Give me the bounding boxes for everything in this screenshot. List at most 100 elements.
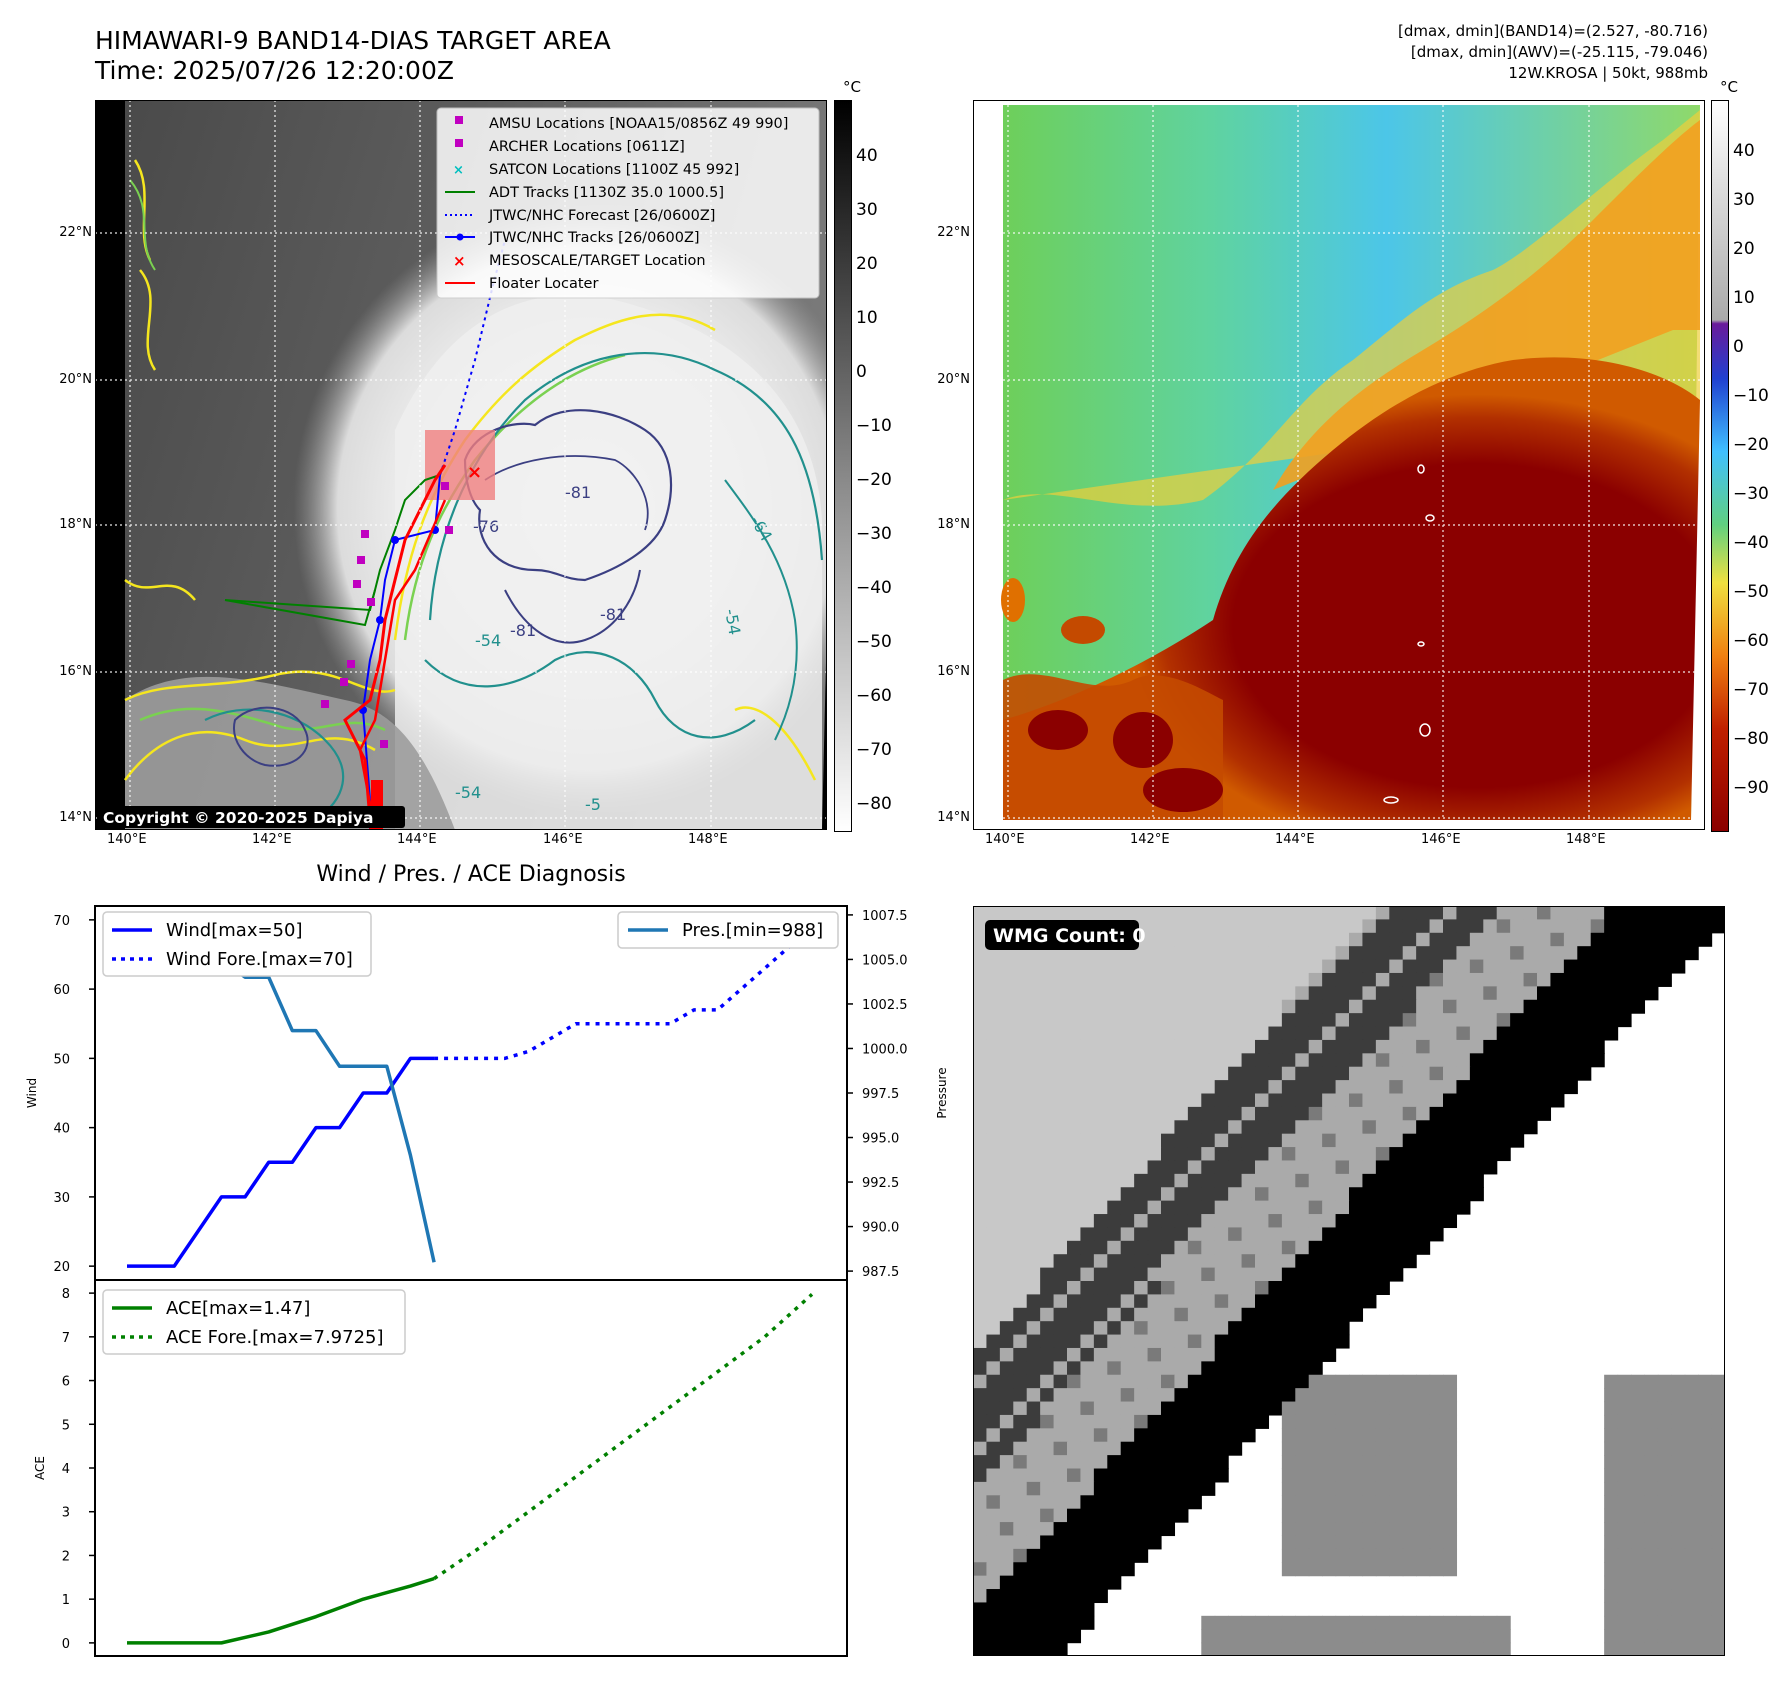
wmg-cell xyxy=(1604,946,1619,961)
wmg-cell xyxy=(1402,1548,1417,1563)
wmg-cell xyxy=(1389,1468,1404,1483)
wmg-cell xyxy=(1657,1642,1672,1656)
wmg-cell xyxy=(1147,1093,1162,1108)
wmg-cell xyxy=(1295,1468,1310,1483)
wmg-cell xyxy=(1375,1187,1390,1202)
wmg-cell xyxy=(1389,1414,1404,1429)
wmg-cell xyxy=(1671,1388,1686,1403)
wmg-cell xyxy=(1228,1441,1243,1456)
wmg-cell xyxy=(1013,1214,1028,1229)
wmg-cell xyxy=(1107,1066,1122,1081)
wmg-cell xyxy=(1053,1615,1068,1630)
wmg-cell xyxy=(1268,1388,1283,1403)
wmg-cell xyxy=(1147,959,1162,974)
wmg-cell xyxy=(1456,1093,1471,1108)
wmg-cell xyxy=(1026,1200,1041,1215)
pressure-yticks: 987.5990.0992.5995.0997.51000.01002.5100… xyxy=(847,909,908,1280)
wmg-cell xyxy=(1281,999,1296,1014)
wmg-cell xyxy=(1241,959,1256,974)
wmg-cell xyxy=(1026,1642,1041,1656)
wind-legend: Wind[max=50] Wind Fore.[max=70] xyxy=(102,911,372,977)
wmg-cell xyxy=(1375,1200,1390,1215)
wmg-cell xyxy=(999,1053,1014,1068)
colorbar-tick: −30 xyxy=(856,524,892,544)
wmg-cell xyxy=(1187,1053,1202,1068)
y-tick-label: 995.0 xyxy=(862,1132,899,1147)
wmg-cell xyxy=(1026,959,1041,974)
wmg-cell xyxy=(1483,1053,1498,1068)
wmg-cell xyxy=(1335,1254,1350,1269)
floater-locater xyxy=(343,464,447,830)
wmg-cell xyxy=(1375,1374,1390,1389)
wmg-cell xyxy=(1617,1495,1632,1510)
wmg-cell xyxy=(1563,972,1578,987)
wmg-cell xyxy=(1147,972,1162,987)
wmg-cell xyxy=(1295,1401,1310,1416)
wmg-cell xyxy=(1161,1187,1176,1202)
wmg-cell xyxy=(1161,986,1176,1001)
wmg-cell xyxy=(1053,1347,1068,1362)
wmg-cell xyxy=(1093,959,1108,974)
wmg-cell xyxy=(1080,1214,1095,1229)
lat-tick: 14°N xyxy=(937,810,970,825)
wmg-cell xyxy=(1107,1414,1122,1429)
wmg-cell xyxy=(1523,1039,1538,1054)
wmg-cell xyxy=(1590,946,1605,961)
wmg-cell xyxy=(1443,1562,1458,1577)
wmg-cell xyxy=(1657,1522,1672,1537)
wmg-cell xyxy=(1644,1495,1659,1510)
wmg-cell xyxy=(1026,1495,1041,1510)
wmg-cell xyxy=(1187,1428,1202,1443)
wmg-cell xyxy=(1335,1294,1350,1309)
wmg-cell xyxy=(1214,1361,1229,1376)
wmg-cell xyxy=(973,1414,988,1429)
wmg-cell xyxy=(1134,1522,1149,1537)
wmg-cell xyxy=(1402,932,1417,947)
wmg-cell xyxy=(1120,1281,1135,1295)
wmg-cell xyxy=(1093,1093,1108,1108)
wmg-cell xyxy=(1308,1374,1323,1389)
wmg-cell xyxy=(1657,1455,1672,1470)
wmg-cell xyxy=(1375,1535,1390,1550)
wmg-cell xyxy=(1429,1508,1444,1523)
wmg-cell xyxy=(1228,1281,1243,1295)
wmg-cell xyxy=(1604,1441,1619,1456)
wmg-cell xyxy=(1684,1615,1699,1630)
wmg-cell xyxy=(1174,1267,1189,1282)
wmg-cell xyxy=(1631,906,1646,920)
wmg-cell xyxy=(1375,1080,1390,1095)
wmg-cell xyxy=(1255,1187,1270,1202)
wmg-cell xyxy=(1335,1080,1350,1095)
wmg-cell xyxy=(1080,1347,1095,1362)
wmg-cell xyxy=(1335,1455,1350,1470)
wmg-cell xyxy=(1335,986,1350,1001)
wmg-cell xyxy=(1187,1388,1202,1403)
wmg-cell xyxy=(1053,1535,1068,1550)
wmg-cell xyxy=(1322,1013,1337,1028)
wmg-cell xyxy=(1295,1240,1310,1255)
wmg-cell xyxy=(1604,1401,1619,1416)
wmg-cell xyxy=(986,1428,1001,1443)
wmg-cell xyxy=(1711,1441,1725,1456)
wmg-cell xyxy=(1335,1307,1350,1322)
wmg-cell xyxy=(1349,999,1364,1014)
wmg-cell xyxy=(1389,1562,1404,1577)
wmg-cell xyxy=(973,1455,988,1470)
wmg-cell xyxy=(1080,1133,1095,1148)
wmg-cell xyxy=(1496,1615,1511,1630)
wmg-cell xyxy=(1537,1080,1552,1095)
wmg-cell xyxy=(1107,959,1122,974)
wmg-cell xyxy=(1040,1522,1055,1537)
wmg-cell xyxy=(1093,1388,1108,1403)
wmg-cell xyxy=(1617,1401,1632,1416)
wmg-cell xyxy=(1187,1254,1202,1269)
wmg-cell xyxy=(1322,1039,1337,1054)
wmg-cell xyxy=(1201,1441,1216,1456)
wmg-cell xyxy=(1080,1254,1095,1269)
wmg-cell xyxy=(1335,1240,1350,1255)
wmg-cell xyxy=(1187,1468,1202,1483)
wmg-cell xyxy=(1281,919,1296,934)
y-tick-label: 1002.5 xyxy=(862,998,908,1013)
right-map-lat-axis: 22°N 20°N 18°N 16°N 14°N xyxy=(928,100,970,830)
wmg-cell xyxy=(1107,1575,1122,1590)
